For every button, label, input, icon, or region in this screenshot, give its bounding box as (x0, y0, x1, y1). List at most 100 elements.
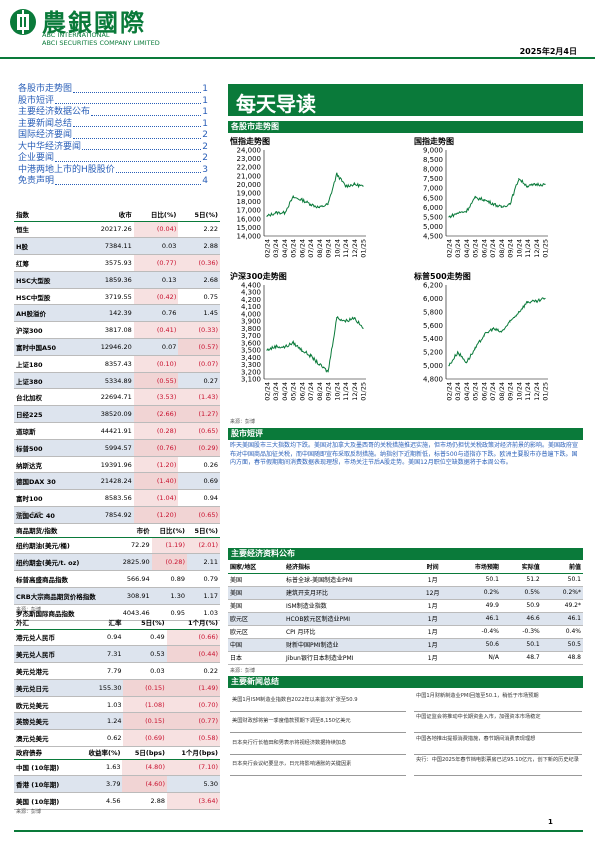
x-tick-label: 11/24 (524, 382, 532, 401)
y-tick-label: 15,000 (237, 224, 262, 232)
cell-value: 1859.36 (80, 271, 134, 289)
data-point (353, 316, 355, 319)
column-header: 经济指标 (283, 560, 417, 574)
toc-item[interactable]: 主要新闻总结 1 (18, 119, 208, 131)
table-row: 欧元区 CPI 月环比 1月 -0.4% -0.3% 0.4% (228, 625, 583, 639)
cell-value: 50.1 (541, 573, 583, 587)
row-label: 上证380 (14, 372, 81, 390)
x-tick-label: 06/24 (480, 382, 488, 401)
y-tick-label: 5,000 (423, 362, 443, 370)
toc-item-page[interactable]: 2 (202, 141, 208, 152)
data-point (336, 173, 338, 175)
toc-item-label[interactable]: 主要新闻总结 (18, 118, 73, 129)
cell-value: 3.79 (75, 775, 123, 794)
toc-item-page[interactable]: 1 (202, 95, 208, 106)
table-row: HSC中型股 3719.55 (0.42) 0.75 (14, 288, 220, 306)
row-label: 红筹 (14, 254, 81, 272)
csi300-line-chart: 3,1003,2003,3003,4003,5003,6003,7003,800… (241, 282, 368, 401)
table-row: 日经225 38520.09 (2.66) (1.27) (14, 405, 220, 424)
cell-value: (0.29) (178, 439, 220, 457)
x-tick-label: 01/25 (542, 239, 550, 258)
toc-item-label[interactable]: 各股市走势图 (18, 84, 73, 94)
cell-value: (0.41) (133, 321, 179, 340)
y-tick-label: 14,000 (237, 233, 262, 241)
toc-item-page[interactable]: 1 (202, 107, 208, 117)
toc-item[interactable]: 各股市走势图 1 (18, 84, 208, 96)
toc-item-label[interactable]: 免责声明 (18, 176, 55, 186)
column-header: 时间 (416, 560, 450, 574)
cell-value: (4.80) (122, 759, 167, 777)
data-point (535, 301, 537, 303)
x-tick-label: 09/24 (325, 382, 333, 401)
data-point (492, 328, 494, 330)
cell-value: 0.76 (133, 304, 179, 323)
toc-item[interactable]: 企业要闻 2 (18, 153, 208, 165)
data-point (544, 297, 546, 300)
cell-value: 2.22 (178, 221, 220, 239)
column-header: 5日(%) (178, 207, 220, 222)
toc-leader (82, 142, 202, 150)
x-tick-label: 09/24 (507, 239, 515, 258)
toc-item[interactable]: 主要经济数据公布 1 (18, 107, 208, 119)
row-label: CRB大宗商品期货价格指数 (14, 587, 115, 605)
x-tick-label: 12/24 (351, 382, 359, 401)
row-label: HSC中型股 (14, 288, 81, 306)
toc-item-label[interactable]: 大中华经济要闻 (18, 141, 82, 152)
cell-value: 1.30 (151, 587, 187, 605)
series-line (448, 178, 546, 219)
toc-item-page[interactable]: 1 (202, 84, 208, 94)
x-tick-label: 04/24 (463, 382, 471, 401)
column-header: 市场预期 (449, 560, 501, 574)
toc-item-label[interactable]: 企业要闻 (18, 153, 55, 163)
cell-value: (4.60) (122, 775, 167, 794)
toc-item[interactable]: 股市短评 1 (18, 96, 208, 108)
cell-value: 4.56 (75, 792, 123, 810)
x-tick-label: 08/24 (316, 382, 324, 401)
toc-item-page[interactable]: 4 (202, 176, 208, 186)
cell-value: (7.10) (166, 759, 220, 777)
cell-value: 0.13 (133, 271, 179, 289)
table-row: 日本 Jibun银行日本制造业PMI 1月 N/A 48.7 48.8 (228, 651, 583, 665)
toc-item-label[interactable]: 中港两地上市的H股股价 (18, 164, 115, 175)
column-header: 指数 (14, 207, 81, 222)
index-table: 指数 收市 日比(%) 5日(%) 恒生 20217.26 (0.04) 2.22 H股 738… (14, 207, 220, 524)
toc-leader (115, 165, 202, 173)
row-label: 欧元兑美元 (14, 696, 82, 714)
news-item: 美国1月ISM制造业指数自2022年以来首次扩张至50.9 (232, 697, 358, 703)
cell-value: (0.36) (178, 254, 220, 272)
toc-item-page[interactable]: 2 (202, 130, 208, 140)
news-item: 日本央行行长植田和男表示将视经济数据持续加息 (232, 740, 347, 746)
cell-value: 5334.89 (80, 372, 134, 390)
x-tick-label: 12/24 (351, 239, 359, 258)
cell-value: (1.20) (133, 456, 179, 474)
cell-value: (1.19) (151, 537, 187, 555)
bond-table: 政府债券 收益率(%) 5日(bps) 1个月(bps) 中国 (10年期) 1.63(… (14, 745, 220, 810)
table-row: 美元兑港元 7.79 0.03 0.22 (14, 662, 220, 680)
cell-value: 3817.08 (80, 321, 134, 340)
toc-item-label[interactable]: 股市短评 (18, 95, 55, 106)
cell-value: 0.03 (123, 662, 167, 680)
toc-item-page[interactable]: 3 (202, 164, 208, 175)
x-tick-label: 08/24 (316, 239, 324, 258)
cell-value: (2.66) (133, 405, 179, 424)
toc-item-page[interactable]: 1 (202, 118, 208, 129)
cell-value: (3.64) (166, 792, 220, 810)
cell-value: (0.77) (133, 254, 179, 272)
toc-item[interactable]: 大中华经济要闻 2 (18, 142, 208, 154)
news-divider (230, 732, 406, 733)
toc-item[interactable]: 免责声明 4 (18, 176, 208, 188)
cell-value: 566.94 (114, 570, 152, 588)
y-tick-label: 6,000 (423, 204, 443, 212)
toc-item-label[interactable]: 国际经济要闻 (18, 130, 73, 140)
cell-value: -0.3% (500, 625, 542, 639)
column-header: 前值 (541, 560, 583, 574)
toc-item-label[interactable]: 主要经济数据公布 (18, 107, 91, 117)
y-tick-label: 6,200 (423, 282, 443, 290)
cell-value: 0.5% (500, 586, 542, 600)
toc-item-page[interactable]: 2 (202, 153, 208, 163)
news-divider (230, 775, 406, 776)
toc-item[interactable]: 国际经济要闻 2 (18, 130, 208, 142)
row-label: 美国 (10年期) (14, 792, 76, 810)
toc-item[interactable]: 中港两地上市的H股股价 3 (18, 165, 208, 177)
x-tick-label: 12/24 (533, 382, 541, 401)
